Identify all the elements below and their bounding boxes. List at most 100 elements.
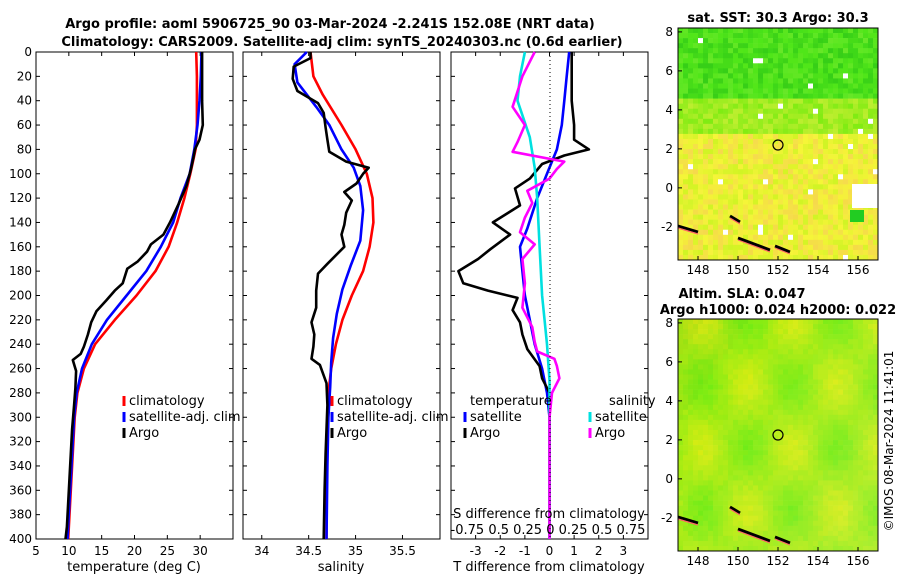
map-cell — [763, 480, 769, 486]
map-cell — [838, 58, 844, 64]
map-cell — [713, 505, 719, 511]
map-cell — [863, 88, 869, 94]
map-cell — [708, 339, 714, 345]
map-cell — [818, 244, 824, 251]
map-cell — [868, 169, 874, 175]
map-cell — [723, 169, 729, 175]
map-cell — [793, 344, 799, 350]
map-cell — [788, 424, 794, 431]
map-cell — [858, 374, 864, 380]
map-cell — [728, 33, 734, 39]
map-cell — [733, 38, 739, 44]
map-cell — [813, 435, 819, 441]
map-cell — [693, 239, 699, 246]
map-x-tick-label: 148 — [687, 263, 710, 277]
map-cell — [758, 33, 764, 39]
map-cell — [848, 249, 854, 256]
map-cell — [768, 540, 774, 547]
map-cell — [868, 133, 874, 140]
map-cell — [763, 219, 769, 225]
map-cell — [788, 490, 794, 496]
map-cell — [808, 154, 814, 160]
map-cell — [678, 344, 684, 350]
map-cell — [843, 460, 849, 466]
map-cell — [853, 409, 859, 416]
map-cell — [818, 149, 824, 155]
map-cell — [858, 460, 864, 466]
map-cell — [733, 379, 739, 385]
y-tick-label: 60 — [17, 118, 32, 132]
map-cell — [818, 510, 824, 516]
map-cell — [683, 520, 689, 527]
map-cell — [773, 118, 779, 125]
map-cell — [748, 384, 754, 390]
map-cell — [788, 133, 794, 140]
map-cell — [863, 254, 869, 261]
map-cell — [683, 83, 689, 89]
map-cell — [788, 63, 794, 69]
map-cell — [738, 179, 744, 185]
map-cell — [718, 530, 724, 537]
map-cell — [858, 485, 864, 491]
x-tick-label: 35 — [348, 544, 363, 558]
map-cell — [733, 369, 739, 375]
map-cell — [773, 435, 779, 441]
map-cell — [778, 414, 784, 421]
map-cell — [693, 128, 699, 135]
map-cell — [678, 450, 684, 456]
map-cell — [768, 209, 774, 215]
map-cell — [813, 394, 819, 400]
map-cell — [808, 189, 814, 195]
map-cell — [708, 38, 714, 44]
map-cell — [848, 234, 854, 241]
map-cell — [823, 379, 829, 385]
map-cell — [753, 239, 759, 246]
map-cell — [748, 480, 754, 486]
map-cell — [803, 369, 809, 375]
map-cell — [713, 149, 719, 155]
map-cell — [793, 475, 799, 481]
map-cell — [833, 144, 839, 150]
map-cell — [758, 118, 764, 125]
map-cell — [733, 510, 739, 516]
map-cell — [738, 239, 744, 246]
map-cell — [863, 545, 869, 552]
map-cell — [863, 78, 869, 84]
map-cell — [818, 334, 824, 340]
map-cell — [708, 33, 714, 39]
map-cell — [793, 359, 799, 365]
map-cell — [723, 414, 729, 421]
map-cell — [848, 520, 854, 527]
map-cell — [743, 48, 749, 54]
map-cell — [698, 510, 704, 516]
map-cell — [758, 455, 764, 461]
map-cell — [743, 28, 749, 34]
map-cell — [713, 63, 719, 69]
map-cell — [808, 204, 814, 210]
map-cell — [743, 475, 749, 481]
map-cell — [818, 33, 824, 39]
map-cell — [713, 460, 719, 466]
map-cell — [698, 359, 704, 365]
map-cell — [728, 475, 734, 481]
map-cell — [803, 520, 809, 527]
map-cell — [813, 359, 819, 365]
map-cell — [853, 364, 859, 370]
map-cell — [828, 254, 834, 261]
map-cell — [678, 73, 684, 79]
map-cell — [848, 169, 854, 175]
map-cell — [823, 43, 829, 49]
map-cell — [768, 194, 774, 200]
map-cell — [873, 374, 879, 380]
map-cell — [773, 500, 779, 506]
map-cell — [733, 339, 739, 345]
map-cell — [868, 28, 874, 34]
map-cell — [723, 83, 729, 89]
map-cell — [693, 515, 699, 522]
temperature-xlabel: temperature (deg C) — [67, 560, 201, 575]
map-cell — [748, 103, 754, 109]
map-cell — [768, 369, 774, 375]
map-cell — [873, 354, 879, 360]
map-cell — [798, 369, 804, 375]
map-cell — [768, 364, 774, 370]
